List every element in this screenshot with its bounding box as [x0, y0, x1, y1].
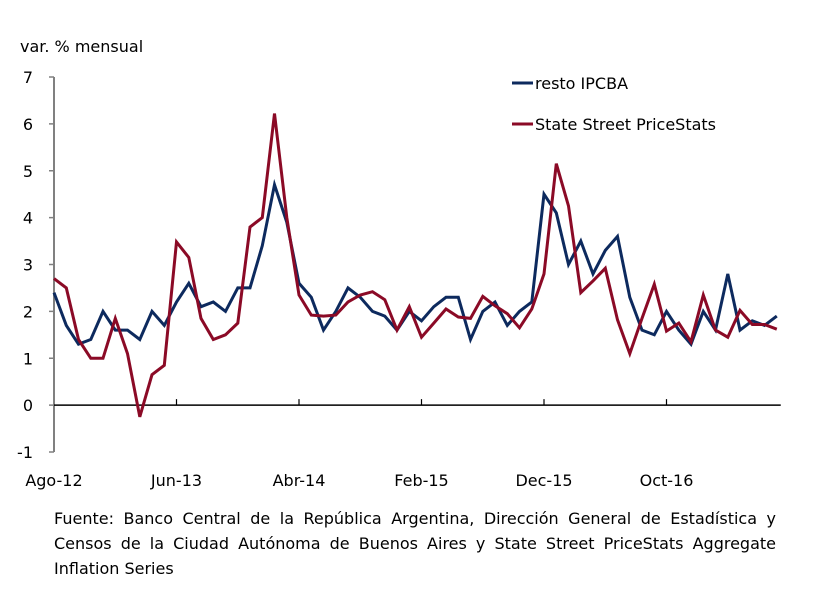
series-lines	[52, 113, 778, 418]
y-tick-label: 7	[23, 68, 33, 87]
y-tick-label: 5	[23, 162, 33, 181]
legend: resto IPCBA State Street PriceStats	[512, 74, 716, 134]
series-line-resto-ipcba	[52, 178, 778, 348]
y-tick-label: 4	[23, 209, 33, 228]
x-tick-label: Feb-15	[394, 471, 448, 490]
x-tick-label: Ago-12	[25, 471, 82, 490]
x-tick-label: Jun-13	[150, 471, 202, 490]
y-tick-label: 3	[23, 256, 33, 275]
x-tick-label: Abr-14	[273, 471, 326, 490]
series-line-state-street-pricestats	[53, 113, 778, 418]
legend-label-state-street: State Street PriceStats	[535, 115, 716, 134]
y-tick-label: 1	[23, 349, 33, 368]
y-tick-label: 6	[23, 115, 33, 134]
y-axis: -1 0 1 2 3 4 5 6 7	[17, 68, 55, 462]
y-tick-label: 0	[23, 396, 33, 415]
x-tick-label: Oct-16	[640, 471, 694, 490]
y-tick-label: 2	[23, 302, 33, 321]
x-axis: Ago-12 Jun-13 Abr-14 Feb-15 Dec-15 Oct-16	[25, 399, 781, 490]
x-tick-label: Dec-15	[515, 471, 572, 490]
source-note: Fuente: Banco Central de la República Ar…	[54, 509, 776, 578]
y-tick-label: -1	[17, 443, 33, 462]
legend-label-resto-ipcba: resto IPCBA	[535, 74, 628, 93]
y-axis-label: var. % mensual	[20, 37, 143, 56]
